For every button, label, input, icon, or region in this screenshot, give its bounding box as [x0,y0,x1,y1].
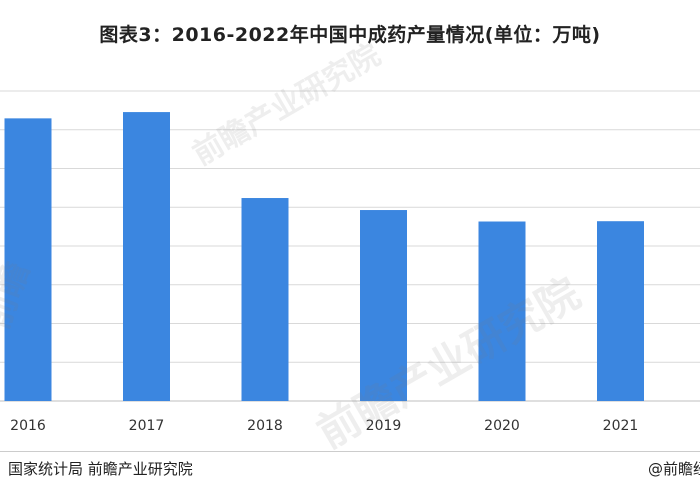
bars [4,112,644,402]
x-tick-label-2016: 2016 [10,418,46,434]
bar-2016 [4,118,52,402]
credit-text: @前瞻经 [647,460,700,478]
x-tick-label-2017: 2017 [129,418,165,434]
bar-2017 [123,112,170,401]
chart-title: 图表3：2016-2022年中国中成药产量情况(单位：万吨) [99,24,601,46]
gridlines [0,90,700,402]
x-tick-labels: 2016 2017 2018 2019 2020 2021 [10,418,638,434]
footer-divider [0,451,700,452]
source-text: 国家统计局 前瞻产业研究院 [8,460,193,478]
bar-2018 [241,198,289,401]
bar-2021 [597,221,644,401]
x-tick-label-2020: 2020 [484,418,520,434]
x-tick-label-2021: 2021 [603,418,639,434]
x-tick-label-2019: 2019 [366,418,402,434]
x-tick-label-2018: 2018 [247,418,283,434]
bar-2019 [360,210,407,401]
bar-2020 [478,221,526,401]
